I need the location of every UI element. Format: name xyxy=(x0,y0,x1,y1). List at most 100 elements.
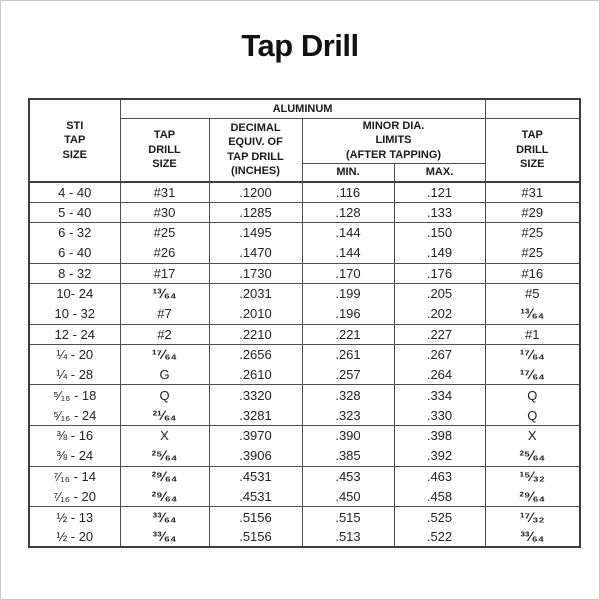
cell-decimal-equiv-inches: .5156 xyxy=(208,506,303,528)
cell-minor-dia-min: .513 xyxy=(301,527,395,548)
cell-minor-dia-max: .121 xyxy=(393,180,486,203)
cell-minor-dia-max: .392 xyxy=(393,445,486,467)
header-decimal-equiv: DECIMAL EQUIV. OF TAP DRILL (INCHES) xyxy=(208,118,303,182)
cell-minor-dia-max: .133 xyxy=(393,201,486,223)
cell-tap-drill-size-right: ²⁵⁄₆₄ xyxy=(484,445,581,467)
cell-minor-dia-min: .453 xyxy=(301,465,395,487)
cell-minor-dia-max: .150 xyxy=(393,222,486,243)
header-tap-drill-size-right: TAP DRILL SIZE xyxy=(484,118,581,182)
table-row: 5 - 40 #30.1285.128.133 #29 xyxy=(28,201,581,223)
cell-tap-drill-size: X xyxy=(119,425,210,446)
table-row: 4 - 40 #31.1200.116.121 #31 xyxy=(28,180,581,203)
cell-tap-drill-size-right: ¹⁷⁄₆₄ xyxy=(484,343,581,365)
cell-tap-drill-size-right: Q xyxy=(484,405,581,426)
cell-tap-drill-size-right: #1 xyxy=(484,323,581,345)
cell-minor-dia-min: .144 xyxy=(301,242,395,264)
cell-tap-drill-size-right: #25 xyxy=(484,222,581,243)
cell-tap-drill-size-right: Q xyxy=(484,384,581,406)
cell-tap-drill-size-right: ¹³⁄₆₄ xyxy=(484,303,581,325)
table-row: 6 - 40 #26.1470.144.149 #25 xyxy=(28,242,581,264)
table-row: ⁵⁄₁₆ - 18 Q .3320.328.334 Q xyxy=(28,384,581,406)
cell-decimal-equiv-inches: .1470 xyxy=(208,242,303,264)
cell-tap-drill-size: #25 xyxy=(119,222,210,243)
cell-sti-tap-size: ⁷⁄₁₆ - 14 xyxy=(28,465,121,487)
cell-minor-dia-min: .515 xyxy=(301,506,395,528)
cell-decimal-equiv-inches: .1495 xyxy=(208,222,303,243)
cell-tap-drill-size-right: #5 xyxy=(484,282,581,304)
cell-decimal-equiv-inches: .3906 xyxy=(208,445,303,467)
cell-sti-tap-size: 5 - 40 xyxy=(28,201,121,223)
cell-minor-dia-max: .458 xyxy=(393,486,486,507)
table-row: ⅜ - 16 X .3970.390.398 X xyxy=(28,425,581,446)
table-row: 10- 24 ¹³⁄₆₄ .2031.199.205 #5 xyxy=(28,282,581,304)
tap-drill-table: STI TAP SIZE ALUMINUM TAP DRILL SIZE DEC… xyxy=(28,98,582,549)
cell-decimal-equiv-inches: .1730 xyxy=(208,262,303,284)
cell-minor-dia-max: .463 xyxy=(393,465,486,487)
cell-tap-drill-size-right: ¹⁵⁄₃₂ xyxy=(484,465,581,487)
cell-minor-dia-min: .328 xyxy=(301,384,395,406)
cell-sti-tap-size: ⁵⁄₁₆ - 24 xyxy=(28,405,121,426)
table-row: ¼ - 28 G .2610.257.264 ¹⁷⁄₆₄ xyxy=(28,364,581,385)
cell-minor-dia-min: .144 xyxy=(301,222,395,243)
cell-decimal-equiv-inches: .2610 xyxy=(208,364,303,385)
table-row: ⁷⁄₁₆ - 14 ²⁹⁄₆₄ .4531.453.463 ¹⁵⁄₃₂ xyxy=(28,465,581,487)
cell-sti-tap-size: ⅜ - 24 xyxy=(28,445,121,467)
cell-decimal-equiv-inches: .2656 xyxy=(208,343,303,365)
header-min: MIN. xyxy=(301,162,395,182)
cell-decimal-equiv-inches: .2210 xyxy=(208,323,303,345)
table-row: 10 - 32 #7.2010.196.202 ¹³⁄₆₄ xyxy=(28,303,581,325)
cell-minor-dia-min: .221 xyxy=(301,323,395,345)
header-banner-row: STI TAP SIZE ALUMINUM xyxy=(28,99,581,183)
cell-sti-tap-size: ⅜ - 16 xyxy=(28,425,121,446)
cell-tap-drill-size-right: #16 xyxy=(484,262,581,284)
cell-minor-dia-max: .267 xyxy=(393,343,486,365)
cell-minor-dia-max: .330 xyxy=(393,405,486,426)
cell-minor-dia-min: .323 xyxy=(301,405,395,426)
cell-decimal-equiv-inches: .1285 xyxy=(208,201,303,223)
cell-tap-drill-size: ²⁹⁄₆₄ xyxy=(119,465,210,487)
cell-sti-tap-size: 12 - 24 xyxy=(28,323,121,345)
cell-minor-dia-max: .149 xyxy=(393,242,486,264)
cell-sti-tap-size: ⁵⁄₁₆ - 18 xyxy=(28,384,121,406)
cell-minor-dia-min: .257 xyxy=(301,364,395,385)
cell-tap-drill-size: Q xyxy=(119,384,210,406)
cell-tap-drill-size: ²¹⁄₆₄ xyxy=(119,405,210,426)
cell-decimal-equiv-inches: .3320 xyxy=(208,384,303,406)
cell-minor-dia-max: .202 xyxy=(393,303,486,325)
cell-decimal-equiv-inches: .3970 xyxy=(208,425,303,446)
cell-decimal-equiv-inches: .1200 xyxy=(208,180,303,203)
cell-decimal-equiv-inches: .5156 xyxy=(208,527,303,548)
cell-tap-drill-size: #31 xyxy=(119,180,210,203)
cell-sti-tap-size: 4 - 40 xyxy=(28,180,121,203)
cell-tap-drill-size: ³³⁄₆₄ xyxy=(119,506,210,528)
cell-minor-dia-max: .205 xyxy=(393,282,486,304)
cell-tap-drill-size: ³³⁄₆₄ xyxy=(119,527,210,548)
cell-minor-dia-min: .199 xyxy=(301,282,395,304)
cell-tap-drill-size: ²⁹⁄₆₄ xyxy=(119,486,210,507)
cell-tap-drill-size-right: #25 xyxy=(484,242,581,264)
cell-tap-drill-size-right: ¹⁷⁄₃₂ xyxy=(484,506,581,528)
header-max: MAX. xyxy=(393,162,486,182)
cell-minor-dia-max: .525 xyxy=(393,506,486,528)
cell-minor-dia-max: .522 xyxy=(393,527,486,548)
header-min-max-row: MIN. MAX. xyxy=(29,162,580,182)
cell-minor-dia-min: .196 xyxy=(301,303,395,325)
cell-tap-drill-size-right: #31 xyxy=(484,180,581,203)
cell-tap-drill-size-right: ²⁹⁄₆₄ xyxy=(484,486,581,507)
table-row: 8 - 32 #17.1730.170.176 #16 xyxy=(28,262,581,284)
cell-decimal-equiv-inches: .2031 xyxy=(208,282,303,304)
cell-decimal-equiv-inches: .3281 xyxy=(208,405,303,426)
cell-minor-dia-min: .450 xyxy=(301,486,395,507)
cell-tap-drill-size: #2 xyxy=(119,323,210,345)
cell-tap-drill-size: ²⁵⁄₆₄ xyxy=(119,445,210,467)
cell-sti-tap-size: ¼ - 28 xyxy=(28,364,121,385)
page-title: Tap Drill xyxy=(241,28,359,63)
cell-sti-tap-size: 10 - 32 xyxy=(28,303,121,325)
cell-minor-dia-min: .170 xyxy=(301,262,395,284)
cell-decimal-equiv-inches: .2010 xyxy=(208,303,303,325)
table-row: ½ - 13 ³³⁄₆₄ .5156.515.525 ¹⁷⁄₃₂ xyxy=(28,506,581,528)
cell-tap-drill-size: ¹⁷⁄₆₄ xyxy=(119,343,210,365)
cell-sti-tap-size: ⁷⁄₁₆ - 20 xyxy=(28,486,121,507)
cell-tap-drill-size-right: ¹⁷⁄₆₄ xyxy=(484,364,581,385)
cell-tap-drill-size: ¹³⁄₆₄ xyxy=(119,282,210,304)
